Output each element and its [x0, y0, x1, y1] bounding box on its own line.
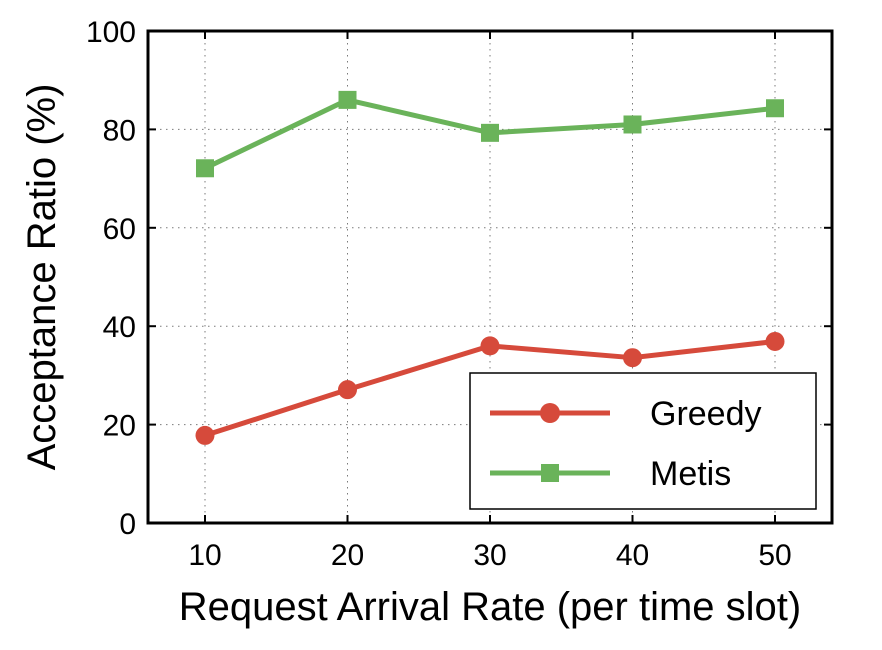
data-point-greedy: [765, 331, 785, 351]
data-point-metis: [481, 123, 499, 142]
data-point-greedy: [338, 380, 357, 400]
tick-layer: 0 20 40 60 80 100 10 20 30 40 50: [86, 16, 832, 572]
data-point-greedy: [623, 348, 642, 368]
data-point-metis: [766, 99, 784, 118]
y-tick-label: 40: [103, 311, 136, 344]
legend-label-metis: Metis: [650, 455, 731, 493]
x-axis-title: Request Arrival Rate (per time slot): [179, 585, 801, 629]
legend: Greedy Metis: [469, 372, 817, 510]
y-tick-label: 100: [86, 16, 136, 49]
data-point-greedy: [480, 336, 500, 356]
y-tick-label: 60: [103, 213, 136, 246]
data-point-greedy: [540, 403, 560, 423]
x-tick-label: 40: [616, 539, 649, 572]
data-point-metis: [196, 159, 214, 178]
data-point-metis: [338, 90, 357, 109]
grid-layer: [148, 31, 832, 523]
x-tick-label: 30: [473, 539, 506, 572]
x-tick-label: 50: [758, 539, 791, 572]
y-tick-label: 20: [103, 410, 136, 443]
series-metis: [196, 90, 784, 178]
y-axis-title: Acceptance Ratio (%): [20, 84, 64, 471]
legend-box: [469, 372, 817, 510]
y-tick-label: 80: [103, 114, 136, 147]
x-tick-label: 20: [331, 539, 364, 572]
x-tick-label: 10: [188, 539, 221, 572]
series-greedy: [195, 331, 785, 445]
legend-label-greedy: Greedy: [650, 395, 762, 433]
y-tick-label: 0: [119, 508, 136, 541]
data-point-greedy: [195, 425, 215, 445]
data-point-metis: [541, 464, 559, 482]
series-layer: [195, 90, 785, 445]
data-point-metis: [623, 115, 642, 134]
